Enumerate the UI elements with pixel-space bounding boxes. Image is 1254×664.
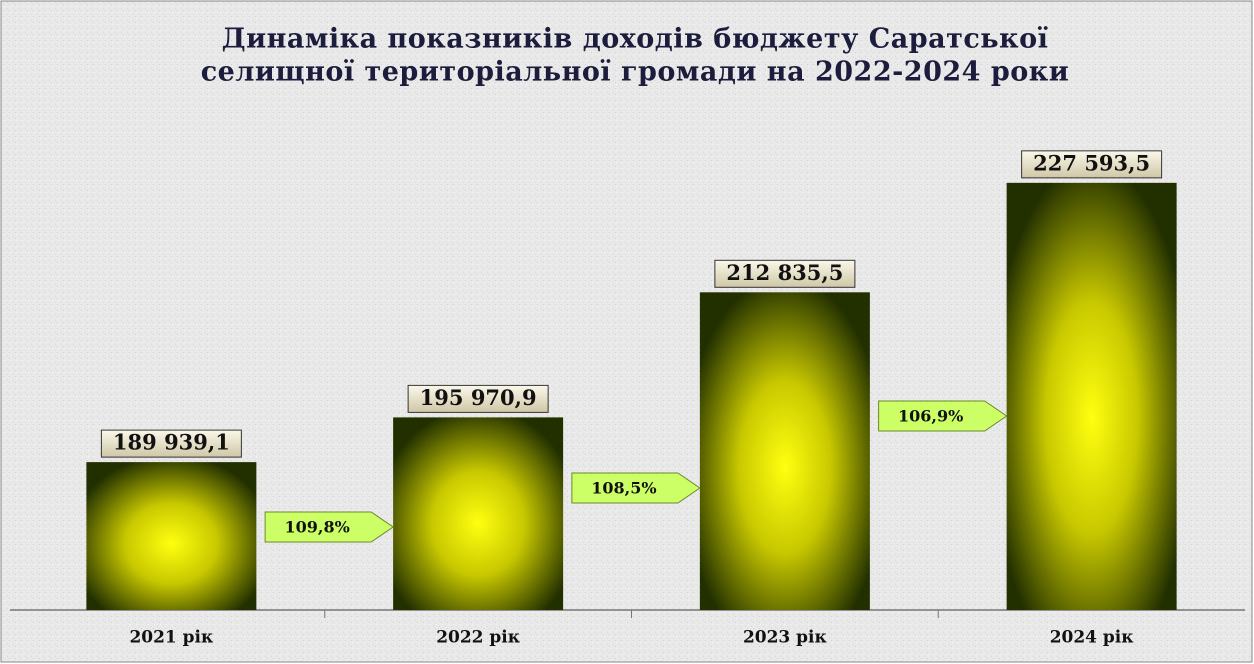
value-label-box: [714, 259, 856, 288]
growth-arrow: [264, 511, 395, 543]
x-tick-label: 2022 рік: [436, 628, 521, 648]
growth-label: 109,8%: [284, 518, 349, 537]
chart-subtitle: селищної територіальної громади на 2022-…: [201, 57, 1070, 88]
value-label: 212 835,5: [726, 260, 843, 285]
growth-label: 108,5%: [591, 479, 656, 498]
value-label-box: [100, 429, 242, 458]
value-label-box: [1021, 150, 1163, 179]
x-tick-label: 2024 рік: [1050, 628, 1135, 648]
value-label: 227 593,5: [1033, 150, 1150, 175]
bar: [699, 292, 870, 610]
growth-label: 106,9%: [898, 407, 963, 426]
growth-arrow: [878, 400, 1008, 432]
value-label: 195 970,9: [420, 385, 537, 410]
value-label-box: [407, 384, 549, 413]
bar: [1006, 182, 1177, 610]
bar: [393, 417, 564, 610]
value-label: 189 939,1: [113, 430, 230, 455]
x-tick-label: 2023 рік: [743, 628, 828, 648]
x-tick-label: 2021 рік: [129, 628, 214, 648]
chart-title: Динаміка показників доходів бюджету Сара…: [222, 24, 1049, 55]
growth-arrow: [571, 472, 701, 504]
bar: [86, 462, 257, 610]
